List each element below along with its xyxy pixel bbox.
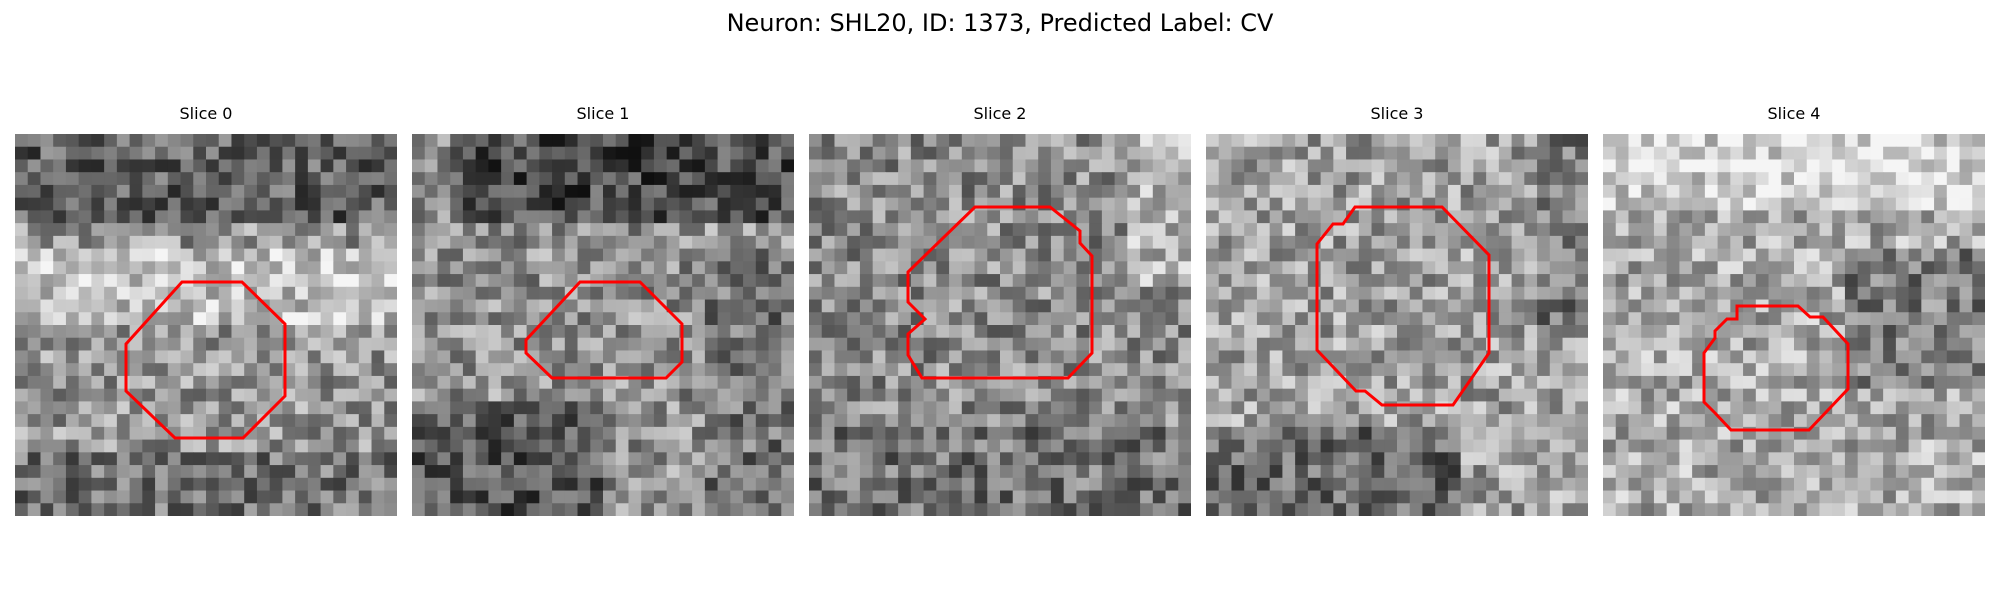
roi-outline-4 (1702, 304, 1850, 432)
slice-image-3 (1206, 134, 1588, 516)
slice-image-0 (15, 134, 397, 516)
slice-image-4 (1603, 134, 1985, 516)
slice-title-2: Slice 2 (973, 104, 1027, 123)
slice-title-0: Slice 0 (179, 104, 233, 123)
grayscale-pixel-grid-1 (412, 134, 794, 516)
slice-title-3: Slice 3 (1370, 104, 1424, 123)
grayscale-pixel-grid-0 (15, 134, 397, 516)
slice-title-1: Slice 1 (576, 104, 630, 123)
roi-outline-3 (1315, 205, 1491, 407)
roi-outline-0 (124, 280, 287, 440)
slice-image-2 (809, 134, 1191, 516)
roi-outline-2 (906, 205, 1094, 380)
figure-title: Neuron: SHL20, ID: 1373, Predicted Label… (726, 9, 1274, 37)
slice-title-4: Slice 4 (1767, 104, 1821, 123)
slice-image-1 (412, 134, 794, 516)
grayscale-pixel-grid-4 (1603, 134, 1985, 516)
roi-outline-1 (524, 280, 684, 380)
grayscale-pixel-grid-3 (1206, 134, 1588, 516)
grayscale-pixel-grid-2 (809, 134, 1191, 516)
